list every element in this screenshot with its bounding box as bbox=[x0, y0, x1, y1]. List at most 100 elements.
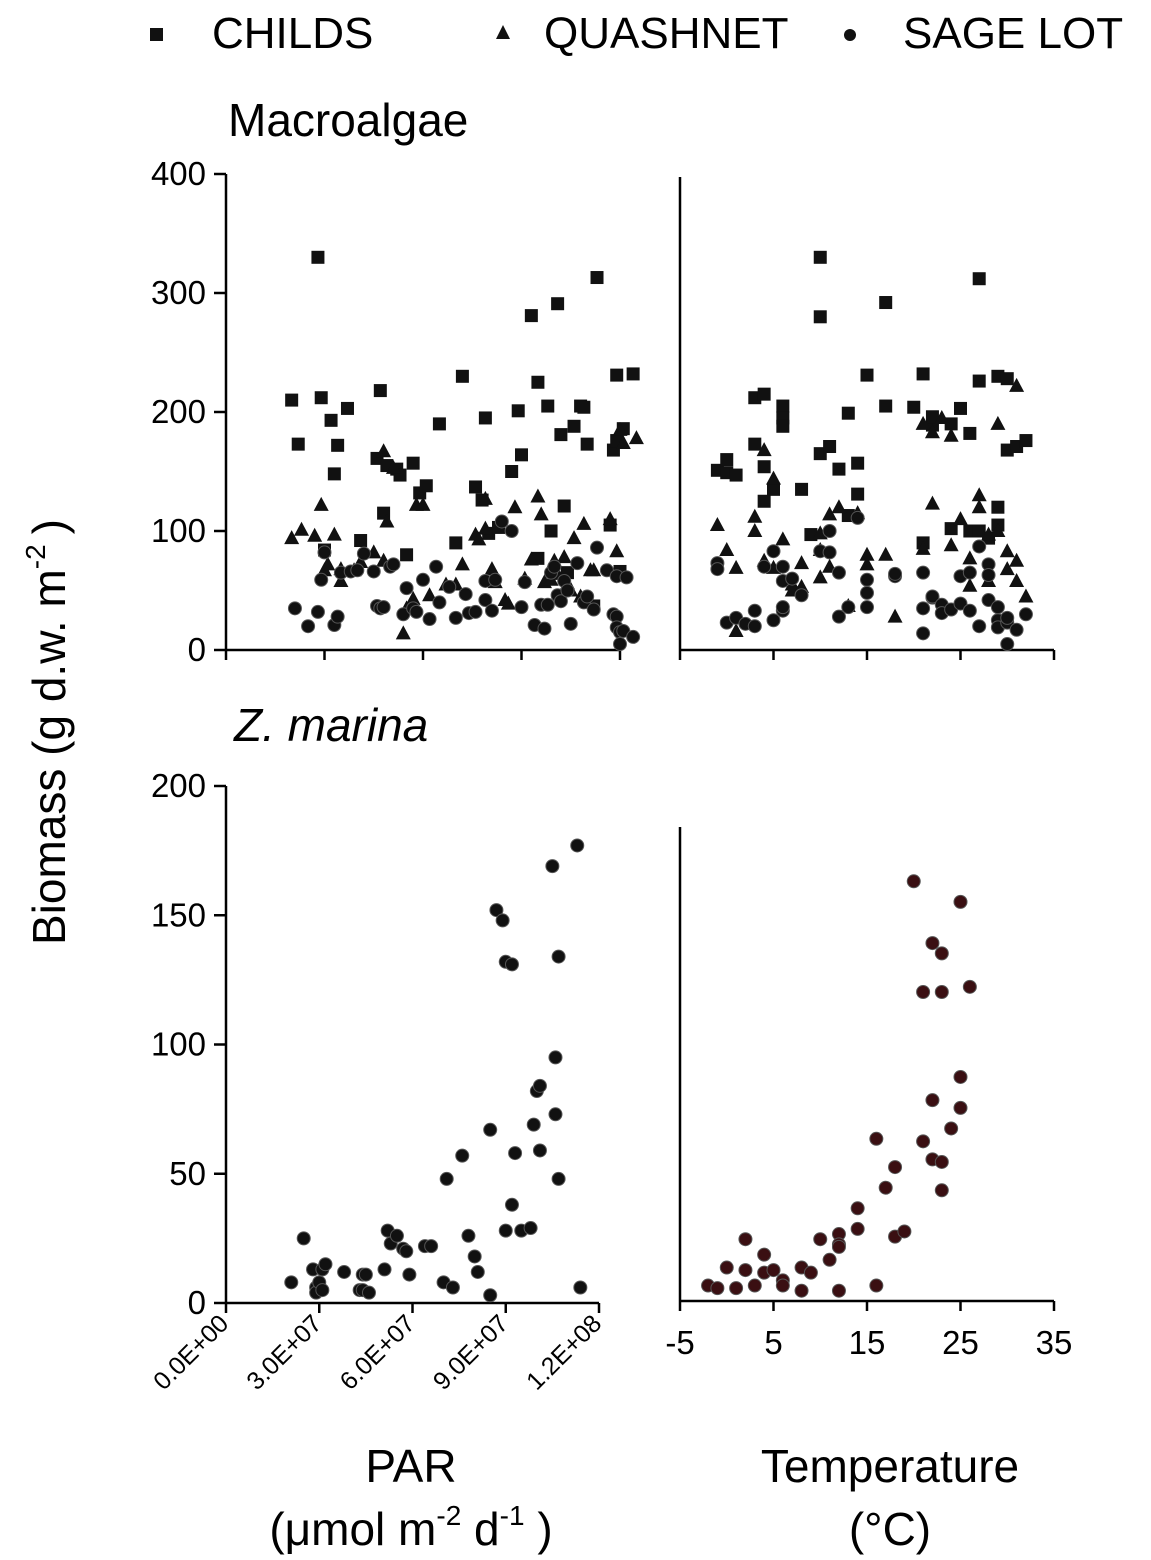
point-childs bbox=[406, 456, 420, 470]
point-childs bbox=[419, 479, 433, 493]
point-childs bbox=[767, 482, 780, 496]
legend-label-quashnet: QUASHNET bbox=[544, 9, 788, 58]
point-sage-lot bbox=[888, 566, 903, 581]
point-quashnet bbox=[859, 556, 875, 571]
point-sage-lot bbox=[831, 609, 846, 624]
point-childs bbox=[729, 468, 743, 482]
point-sage-lot bbox=[468, 604, 483, 619]
point-sage-lot bbox=[775, 1278, 790, 1293]
point-sage-lot bbox=[570, 838, 585, 853]
point-sage-lot bbox=[962, 565, 977, 580]
x-axis-label-par-units: (μmol m-2 d-1 ) bbox=[269, 1500, 552, 1555]
point-quashnet bbox=[924, 424, 940, 439]
y-tick-label: 100 bbox=[151, 512, 206, 549]
point-quashnet bbox=[878, 546, 894, 561]
point-sage-lot bbox=[953, 1069, 968, 1084]
y-tick-label: 300 bbox=[151, 274, 206, 311]
point-childs bbox=[327, 467, 341, 481]
point-quashnet bbox=[812, 569, 828, 584]
point-quashnet bbox=[500, 595, 516, 610]
point-sage-lot bbox=[972, 539, 987, 554]
point-childs bbox=[963, 426, 977, 440]
point-childs bbox=[505, 465, 519, 478]
point-quashnet bbox=[971, 487, 987, 502]
point-sage-lot bbox=[925, 589, 940, 604]
point-childs bbox=[400, 548, 414, 562]
point-sage-lot bbox=[350, 563, 365, 578]
panel-title-macroalgae: Macroalgae bbox=[228, 94, 468, 146]
point-quashnet bbox=[556, 549, 572, 564]
legend: CHILDS QUASHNET SAGE LOT bbox=[150, 9, 1123, 58]
point-sage-lot bbox=[860, 572, 874, 587]
point-sage-lot bbox=[775, 559, 790, 574]
point-quashnet bbox=[615, 434, 631, 449]
point-childs bbox=[626, 367, 640, 381]
point-sage-lot bbox=[532, 1078, 547, 1093]
y-axis-label-sup: -2 bbox=[20, 544, 51, 569]
x-axis-label-temperature-units: (°C) bbox=[849, 1503, 931, 1555]
point-sage-lot bbox=[916, 985, 931, 999]
panel-zmarina-temperature: -5 5 15 25 35 bbox=[665, 827, 1072, 1361]
point-sage-lot bbox=[897, 1224, 912, 1239]
point-quashnet bbox=[747, 523, 763, 537]
point-sage-lot bbox=[284, 1275, 299, 1290]
point-childs bbox=[1019, 434, 1033, 448]
point-quashnet bbox=[962, 550, 978, 565]
point-childs bbox=[851, 487, 865, 501]
point-quashnet bbox=[981, 526, 997, 541]
point-sage-lot bbox=[495, 913, 510, 928]
point-sage-lot bbox=[470, 1264, 485, 1279]
point-childs bbox=[524, 309, 538, 323]
point-quashnet bbox=[915, 415, 931, 430]
point-sage-lot bbox=[409, 604, 424, 619]
point-sage-lot bbox=[424, 1239, 439, 1254]
point-sage-lot bbox=[570, 556, 585, 571]
point-quashnet bbox=[775, 531, 791, 546]
point-quashnet bbox=[728, 622, 744, 637]
point-quashnet bbox=[284, 530, 300, 545]
point-sage-lot bbox=[526, 1117, 541, 1132]
point-childs bbox=[776, 419, 790, 433]
point-quashnet bbox=[602, 511, 618, 526]
point-sage-lot bbox=[416, 572, 430, 587]
point-quashnet bbox=[831, 499, 847, 514]
point-sage-lot bbox=[551, 1171, 566, 1186]
point-quashnet bbox=[990, 523, 1006, 537]
point-sage-lot bbox=[537, 621, 552, 636]
point-sage-lot bbox=[358, 1267, 373, 1282]
point-quashnet bbox=[395, 625, 411, 640]
point-quashnet bbox=[477, 520, 493, 535]
point-sage-lot bbox=[314, 572, 329, 587]
point-sage-lot bbox=[455, 1148, 470, 1163]
point-sage-lot bbox=[962, 979, 977, 994]
point-sage-lot bbox=[458, 587, 473, 602]
point-childs bbox=[531, 375, 545, 389]
legend-label-sage-lot: SAGE LOT bbox=[903, 9, 1123, 58]
point-quashnet bbox=[924, 495, 940, 510]
y-axis-label-close: ) bbox=[23, 519, 75, 534]
point-childs bbox=[832, 462, 846, 476]
point-sage-lot bbox=[619, 570, 634, 585]
point-sage-lot bbox=[547, 559, 562, 574]
point-sage-lot bbox=[442, 579, 457, 594]
point-sage-lot bbox=[514, 600, 529, 615]
point-sage-lot bbox=[934, 1183, 949, 1198]
par-units-post: ) bbox=[525, 1503, 553, 1555]
point-childs bbox=[580, 437, 594, 451]
point-childs bbox=[954, 401, 967, 415]
point-sage-lot bbox=[337, 1264, 352, 1279]
point-sage-lot bbox=[869, 1278, 884, 1293]
point-sage-lot bbox=[310, 604, 325, 619]
point-childs bbox=[907, 400, 921, 414]
point-childs bbox=[432, 417, 446, 431]
point-sage-lot bbox=[504, 957, 519, 972]
point-sage-lot bbox=[586, 602, 601, 617]
point-childs bbox=[860, 368, 874, 382]
point-quashnet bbox=[953, 511, 968, 526]
point-sage-lot bbox=[1009, 622, 1024, 637]
point-quashnet bbox=[822, 506, 838, 521]
point-childs bbox=[340, 401, 354, 415]
point-childs bbox=[748, 437, 762, 451]
point-quashnet bbox=[709, 517, 725, 532]
x-tick-label: 15 bbox=[849, 1324, 886, 1361]
